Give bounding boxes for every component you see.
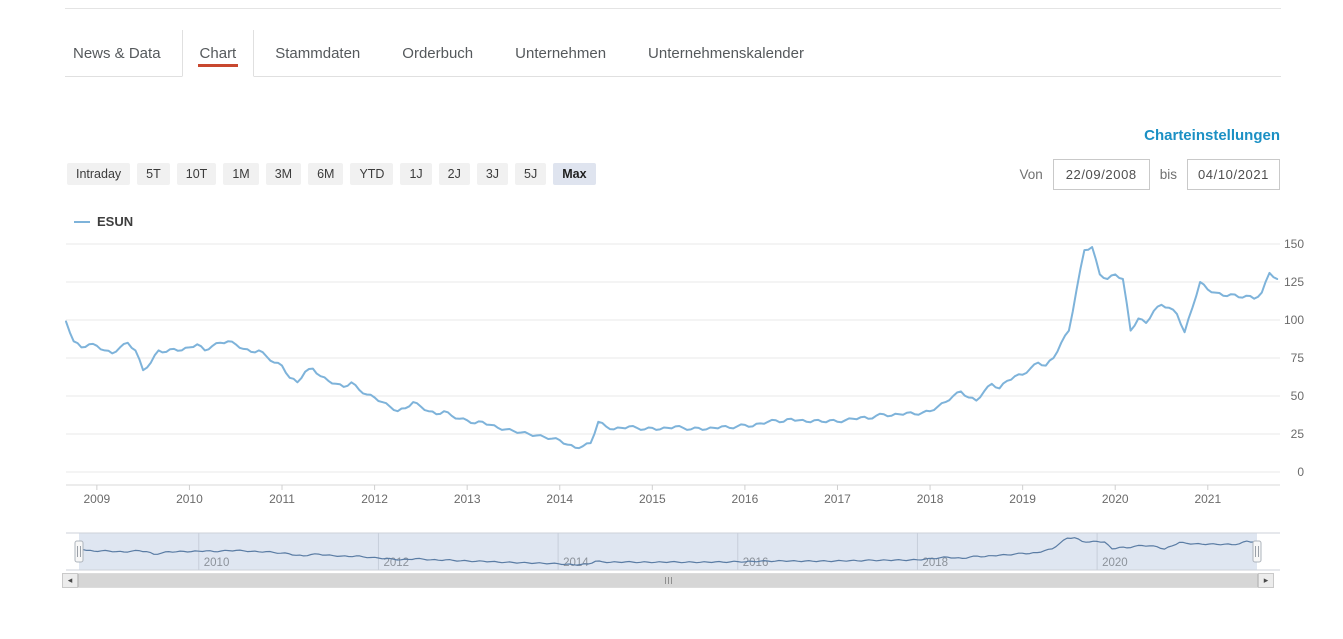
range-button-6m[interactable]: 6M bbox=[308, 163, 344, 185]
range-button-max[interactable]: Max bbox=[553, 163, 596, 185]
range-button-10t[interactable]: 10T bbox=[176, 163, 217, 185]
svg-text:0: 0 bbox=[1297, 465, 1304, 479]
range-button-3m[interactable]: 3M bbox=[265, 163, 302, 185]
tab-chart[interactable]: Chart bbox=[181, 30, 255, 77]
x-axis: 2009 2010 2011 2012 2013 2014 2015 2016 2017 2018… bbox=[66, 484, 1280, 506]
y-gridlines bbox=[66, 243, 1280, 473]
navigator-chart[interactable]: 2010 2012 2014 2016 2018 2020 bbox=[0, 525, 1343, 575]
tab-label: Chart bbox=[199, 44, 237, 62]
svg-text:2020: 2020 bbox=[1102, 492, 1129, 506]
chart-settings-link[interactable]: Charteinstellungen bbox=[1144, 127, 1280, 144]
navigator-handle-right[interactable] bbox=[1252, 540, 1262, 563]
svg-text:150: 150 bbox=[1284, 237, 1304, 251]
chart-legend[interactable]: ESUN bbox=[74, 214, 133, 229]
svg-text:50: 50 bbox=[1291, 389, 1305, 403]
scrollbar-left-button[interactable]: ◂ bbox=[62, 573, 78, 588]
svg-text:2010: 2010 bbox=[204, 557, 230, 569]
thumb-grip-icon bbox=[667, 577, 669, 584]
tab-unternehmen[interactable]: Unternehmen bbox=[494, 30, 627, 76]
tab-label: Unternehmenskalender bbox=[648, 44, 804, 62]
svg-text:25: 25 bbox=[1291, 427, 1305, 441]
date-range-controls: Von bis bbox=[1019, 159, 1280, 190]
range-toolbar: Intraday 5T 10T 1M 3M 6M YTD 1J 2J 3J 5J… bbox=[67, 163, 596, 185]
range-button-5j[interactable]: 5J bbox=[515, 163, 547, 185]
svg-text:2016: 2016 bbox=[743, 557, 769, 569]
chart-scrollbar: ◂ ▸ bbox=[62, 573, 1274, 588]
svg-text:2012: 2012 bbox=[361, 492, 388, 506]
series-line-esun bbox=[65, 246, 1279, 450]
range-button-5t[interactable]: 5T bbox=[137, 163, 170, 185]
tab-unternehmenskalender[interactable]: Unternehmenskalender bbox=[627, 30, 825, 76]
svg-text:2020: 2020 bbox=[1102, 557, 1128, 569]
date-to-input[interactable] bbox=[1187, 159, 1280, 190]
scrollbar-track[interactable] bbox=[78, 573, 1258, 588]
svg-text:2018: 2018 bbox=[917, 492, 944, 506]
legend-series-name: ESUN bbox=[97, 214, 134, 229]
active-tab-underline bbox=[197, 64, 239, 67]
range-button-1j[interactable]: 1J bbox=[400, 163, 432, 185]
navigator-selected-range[interactable] bbox=[79, 533, 1257, 570]
scroll-left-icon: ◂ bbox=[67, 575, 73, 585]
range-button-2j[interactable]: 2J bbox=[438, 163, 470, 185]
scroll-right-icon: ▸ bbox=[1263, 575, 1269, 585]
svg-text:2013: 2013 bbox=[454, 492, 481, 506]
svg-text:2016: 2016 bbox=[732, 492, 759, 506]
y-axis-labels: 0 25 50 75 100 125 150 bbox=[1284, 237, 1304, 479]
navigator-series-line bbox=[78, 537, 1255, 566]
range-button-intraday[interactable]: Intraday bbox=[67, 163, 131, 185]
navigator-handle-left[interactable] bbox=[74, 540, 84, 563]
svg-text:2009: 2009 bbox=[84, 492, 111, 506]
svg-text:125: 125 bbox=[1284, 275, 1304, 289]
date-from-label: Von bbox=[1019, 167, 1043, 182]
tab-label: News & Data bbox=[73, 44, 161, 62]
scrollbar-thumb[interactable] bbox=[78, 574, 1258, 587]
thumb-grip-icon bbox=[664, 577, 666, 584]
svg-text:2014: 2014 bbox=[563, 557, 589, 569]
legend-line-swatch bbox=[74, 220, 90, 223]
range-button-3j[interactable]: 3J bbox=[476, 163, 509, 185]
range-button-1m[interactable]: 1M bbox=[223, 163, 259, 185]
svg-text:2021: 2021 bbox=[1194, 492, 1221, 506]
svg-text:2017: 2017 bbox=[824, 492, 851, 506]
svg-text:100: 100 bbox=[1284, 313, 1304, 327]
svg-text:2015: 2015 bbox=[639, 492, 666, 506]
tab-label: Unternehmen bbox=[515, 44, 607, 62]
date-from-input[interactable] bbox=[1052, 159, 1150, 190]
svg-text:2011: 2011 bbox=[269, 492, 295, 506]
tab-bar: News & Data Chart Stammdaten Orderbuch U… bbox=[65, 30, 1281, 77]
svg-text:2014: 2014 bbox=[546, 492, 573, 506]
date-to-label: bis bbox=[1159, 167, 1177, 182]
tab-orderbuch[interactable]: Orderbuch bbox=[381, 30, 494, 76]
tab-label: Stammdaten bbox=[275, 44, 361, 62]
svg-text:75: 75 bbox=[1291, 351, 1305, 365]
svg-text:2010: 2010 bbox=[176, 492, 203, 506]
tab-news-data[interactable]: News & Data bbox=[65, 30, 182, 76]
svg-text:2018: 2018 bbox=[922, 557, 948, 569]
tab-stammdaten[interactable]: Stammdaten bbox=[254, 30, 381, 76]
main-chart[interactable]: 2009 2010 2011 2012 2013 2014 2015 2016 2017 2018… bbox=[0, 228, 1343, 518]
range-button-ytd[interactable]: YTD bbox=[350, 163, 394, 185]
scrollbar-right-button[interactable]: ▸ bbox=[1258, 573, 1274, 588]
svg-text:2019: 2019 bbox=[1009, 492, 1036, 506]
thumb-grip-icon bbox=[670, 577, 672, 584]
top-divider bbox=[65, 8, 1281, 9]
tab-label: Orderbuch bbox=[402, 44, 474, 62]
